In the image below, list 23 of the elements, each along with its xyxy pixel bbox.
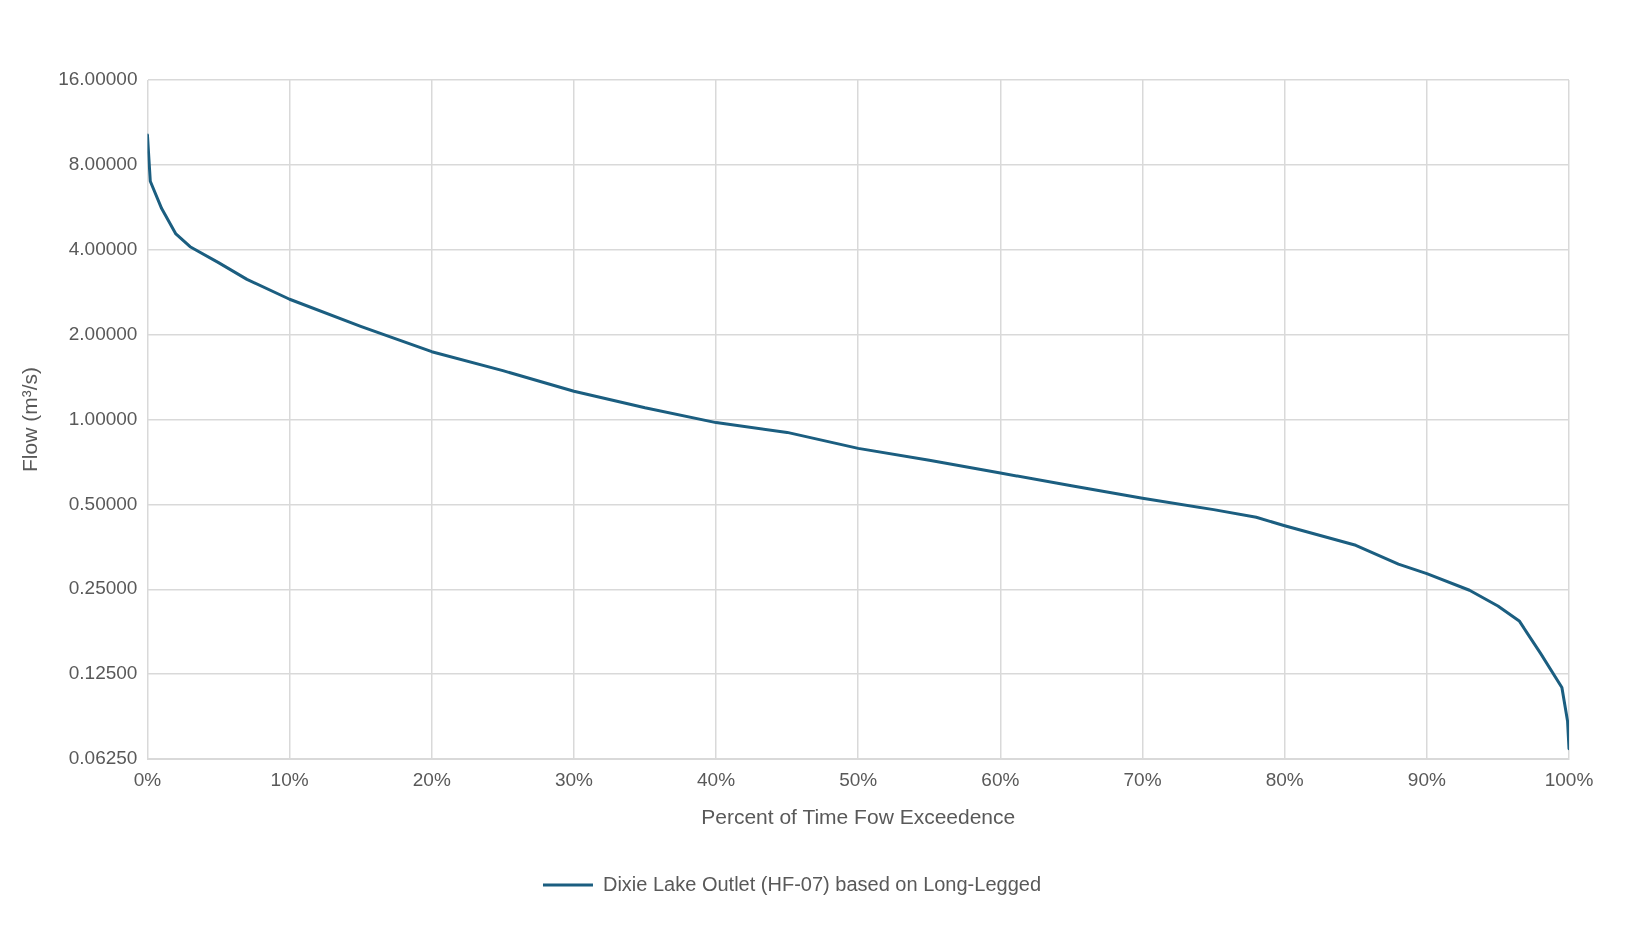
y-tick-label: 0.06250 <box>68 747 138 769</box>
x-tick-label: 30% <box>554 768 594 790</box>
y-tick-label: 1.00000 <box>68 407 138 429</box>
x-tick-label: 20% <box>412 768 451 790</box>
y-tick-label: 2.00000 <box>68 322 138 344</box>
legend-label: Dixie Lake Outlet (HF-07) based on Long-Legged <box>602 872 1042 895</box>
y-axis-title: Flow (m³/s) <box>18 367 42 472</box>
x-axis-title: Percent of Time Fow Exceedence <box>701 805 1016 829</box>
y-tick-label: 0.25000 <box>68 577 138 599</box>
x-tick-label: 10% <box>270 768 309 790</box>
x-tick-label: 100% <box>1544 768 1594 790</box>
x-tick-label: 70% <box>1123 768 1162 790</box>
x-tick-label: 40% <box>697 768 736 790</box>
x-tick-label: 0% <box>133 768 162 790</box>
y-tick-label: 8.00000 <box>68 153 138 175</box>
y-tick-label: 16.00000 <box>58 68 138 90</box>
y-tick-label: 0.50000 <box>68 492 138 514</box>
x-tick-label: 60% <box>981 768 1020 790</box>
y-tick-label: 4.00000 <box>68 237 138 259</box>
y-tick-label: 0.12500 <box>68 662 138 684</box>
x-tick-label: 90% <box>1407 768 1446 790</box>
x-tick-label: 50% <box>839 768 878 790</box>
x-tick-label: 80% <box>1265 768 1304 790</box>
